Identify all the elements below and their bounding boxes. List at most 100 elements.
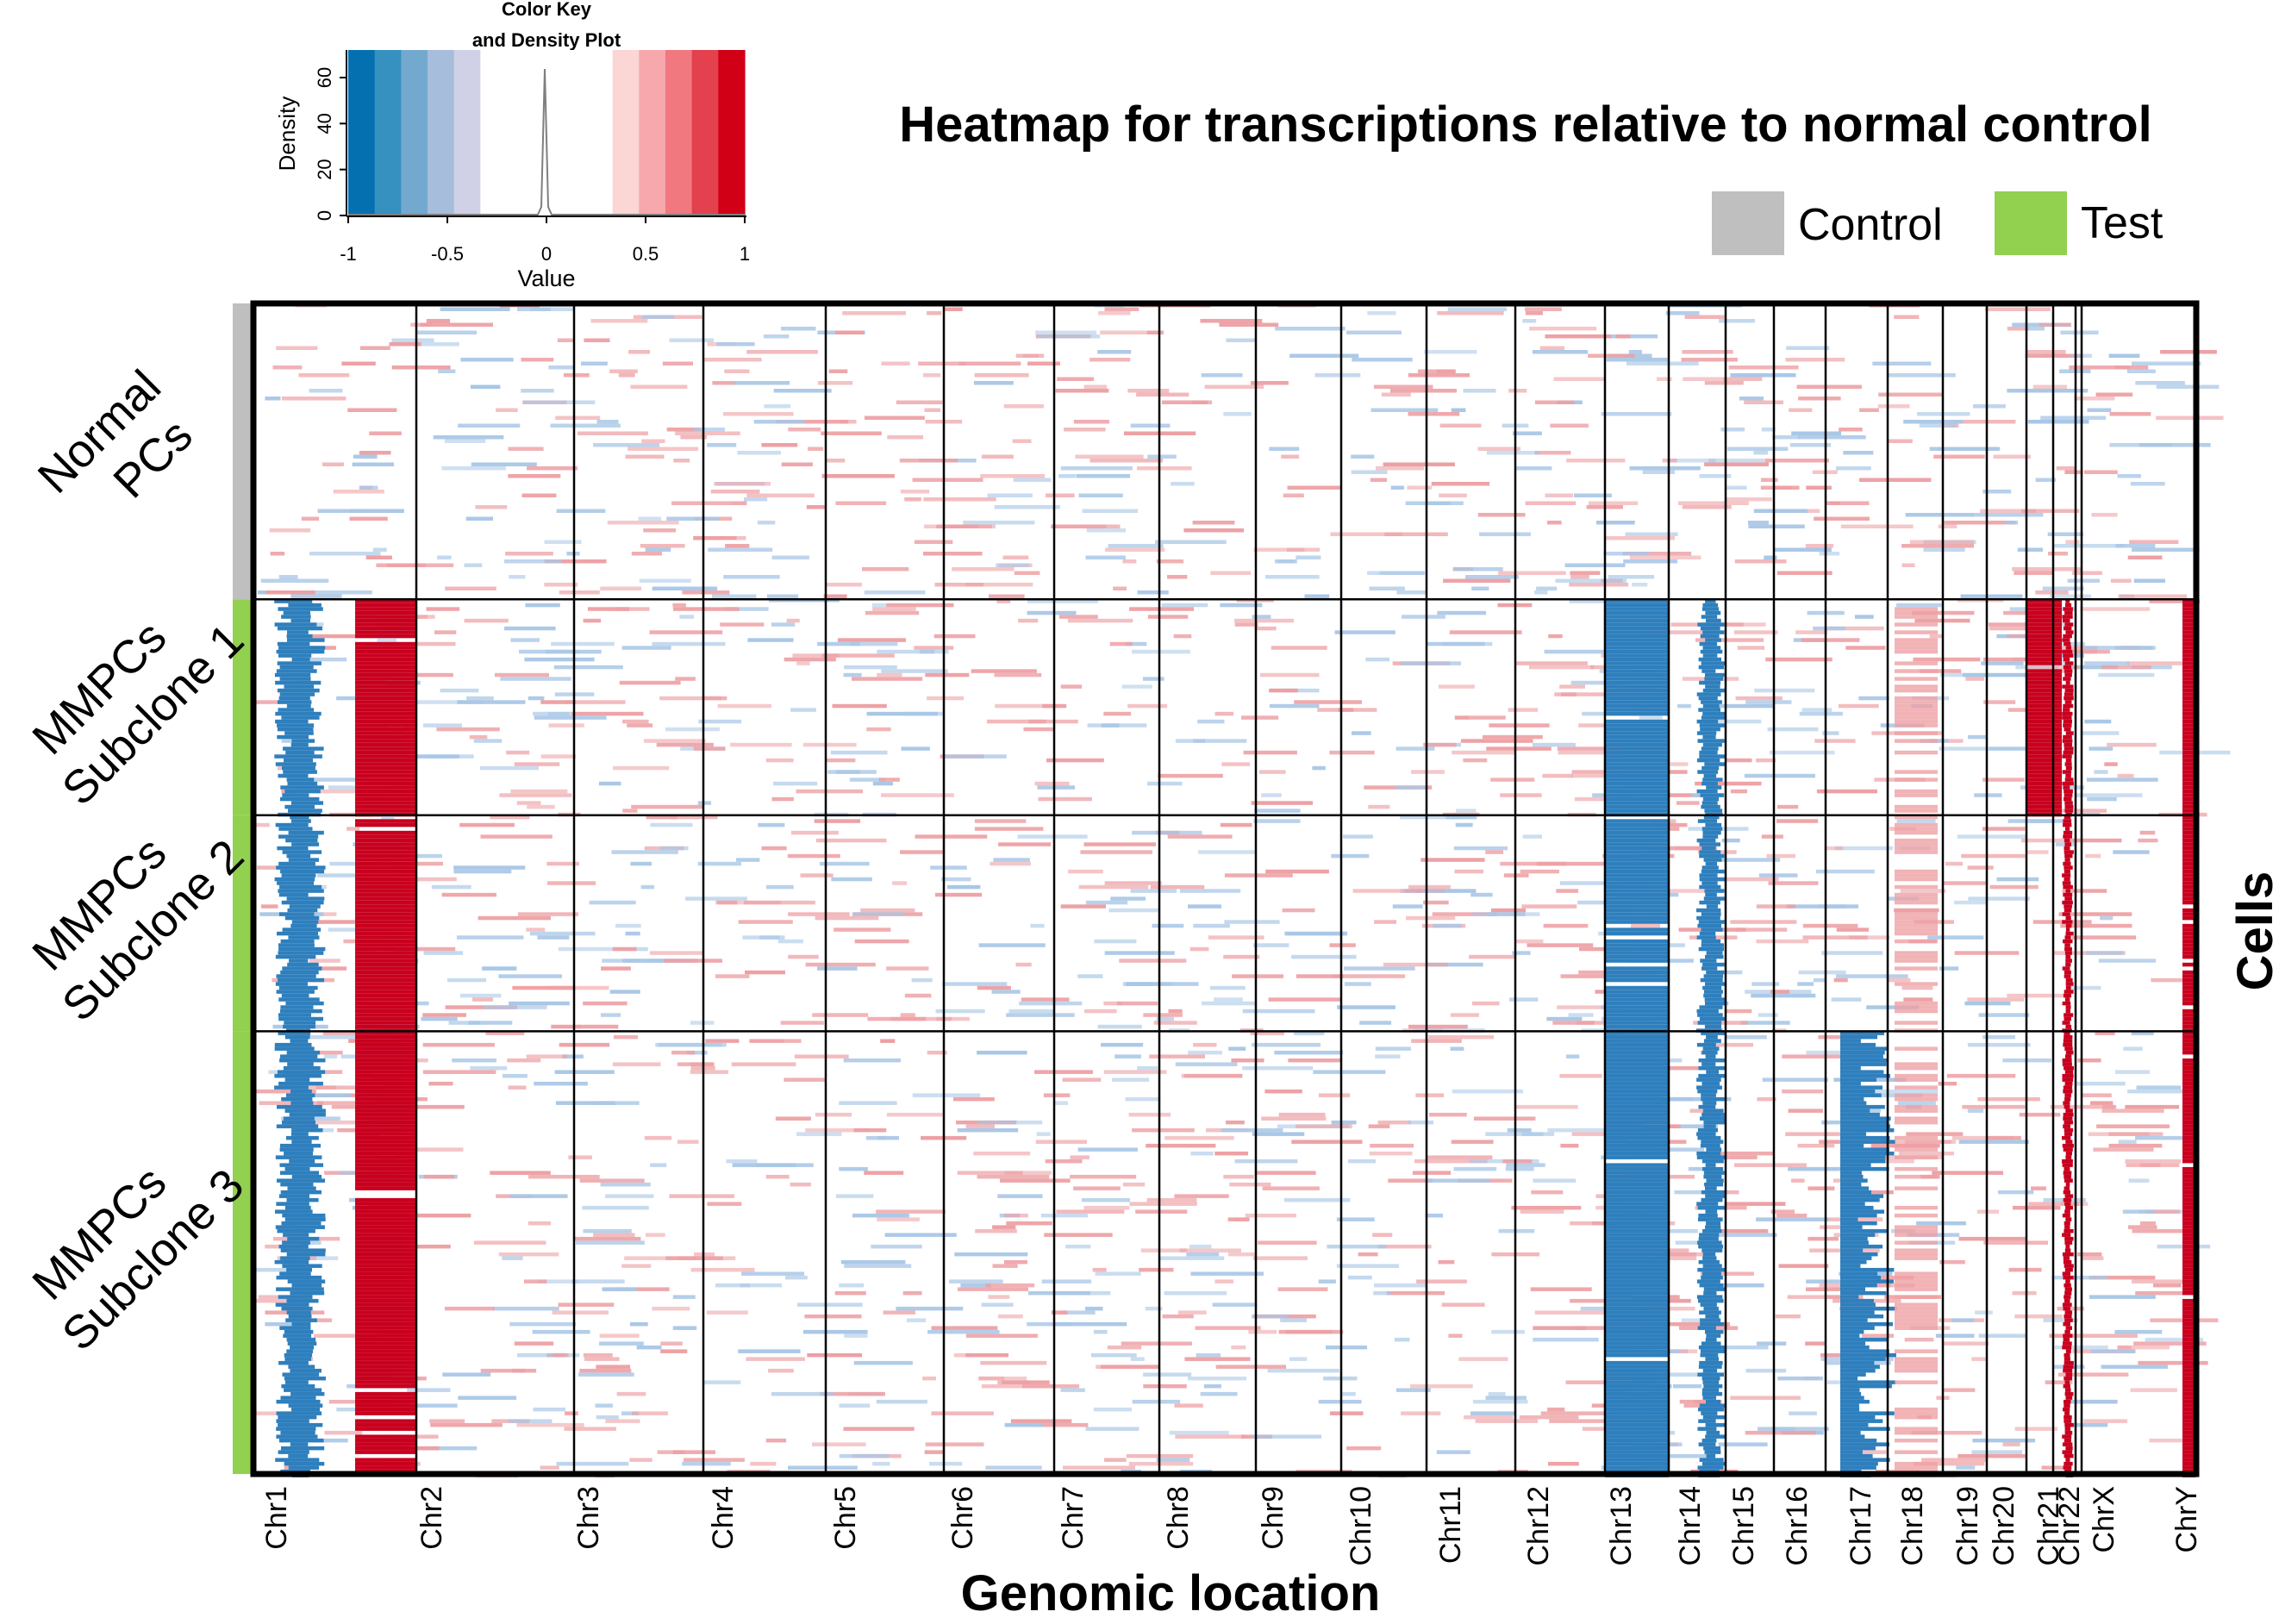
heatmap-cell	[839, 1101, 897, 1105]
heatmap-cell	[355, 1171, 416, 1175]
heatmap-cell	[2065, 680, 2070, 685]
heatmap-cell	[1770, 1209, 1795, 1214]
heatmap-cell	[652, 641, 726, 646]
heatmap-cell	[278, 1031, 311, 1035]
heatmap-cell	[1083, 1205, 1130, 1210]
heatmap-cell	[1605, 1264, 1669, 1268]
heatmap-cell	[278, 1422, 323, 1427]
heatmap-cell	[1605, 1321, 1669, 1327]
heatmap-cell	[1067, 618, 1133, 623]
heatmap-cell	[1933, 454, 1985, 459]
heatmap-cell	[464, 563, 483, 567]
heatmap-cell	[2056, 466, 2076, 471]
heatmap-cell	[2026, 618, 2062, 623]
heatmap-cell	[355, 801, 416, 805]
heatmap-cell	[278, 575, 298, 579]
heatmap-cell	[1115, 1054, 1141, 1059]
heatmap-cell	[2090, 1349, 2135, 1353]
heatmap-cell	[1701, 1112, 1725, 1117]
heatmap-cell	[278, 1295, 313, 1299]
heatmap-cell	[2182, 603, 2196, 608]
heatmap-cell	[534, 715, 607, 720]
heatmap-cell	[1895, 939, 1938, 944]
heatmap-cell	[659, 696, 721, 701]
heatmap-cell	[1658, 1147, 1704, 1152]
heatmap-cell	[355, 1050, 416, 1055]
heatmap-cell	[284, 804, 315, 809]
heatmap-cell	[2096, 1124, 2170, 1128]
heatmap-cell	[1242, 1009, 1315, 1014]
heatmap-cell	[409, 1213, 471, 1218]
heatmap-cell	[2182, 719, 2196, 724]
heatmap-cell	[1840, 1124, 1890, 1128]
heatmap-cell	[1674, 1190, 1717, 1195]
heatmap-cell	[355, 1306, 416, 1311]
heatmap-cell	[1483, 734, 1543, 740]
heatmap-cell	[2182, 1407, 2196, 1412]
heatmap-cell	[1840, 1194, 1884, 1198]
heatmap-cell	[2063, 1259, 2072, 1265]
heatmap-cell	[2064, 865, 2073, 870]
heatmap-cell	[2062, 889, 2107, 893]
heatmap-cell	[1605, 1197, 1669, 1202]
heatmap-cell	[2065, 773, 2071, 778]
heatmap-cell	[1798, 970, 1846, 975]
heatmap-cell	[1545, 493, 1574, 497]
heatmap-cell	[2064, 700, 2072, 704]
heatmap-cell	[2026, 657, 2062, 662]
heatmap-cell	[2182, 982, 2196, 986]
heatmap-cell	[355, 1116, 416, 1121]
heatmap-cell	[1075, 454, 1144, 459]
heatmap-cell	[1605, 1034, 1669, 1040]
heatmap-cell	[2098, 672, 2155, 678]
heatmap-cell	[508, 474, 561, 478]
heatmap-cell	[1156, 559, 1183, 564]
heatmap-cell	[1605, 1132, 1669, 1136]
heatmap-cell	[278, 1013, 311, 1017]
heatmap-cell	[509, 1001, 570, 1006]
heatmap-cell	[589, 900, 636, 905]
heatmap-cell	[547, 711, 569, 716]
heatmap-cell	[1512, 431, 1542, 435]
heatmap-cell	[1337, 1005, 1395, 1009]
heatmap-cell	[2062, 638, 2070, 642]
heatmap-cell	[1895, 900, 1938, 905]
heatmap-cell	[1895, 827, 1938, 831]
heatmap-cell	[1568, 1013, 1594, 1017]
heatmap-cell	[1414, 1159, 1488, 1164]
heatmap-cell	[1605, 1155, 1669, 1159]
heatmap-cell	[2182, 1001, 2196, 1006]
heatmap-cell	[261, 904, 278, 909]
heatmap-cell	[1431, 482, 1489, 486]
heatmap-cell	[1895, 830, 1938, 835]
heatmap-cell	[551, 1024, 581, 1029]
heatmap-cell	[1605, 892, 1669, 897]
heatmap-cell	[1895, 789, 1938, 794]
heatmap-cell	[1376, 466, 1425, 471]
heatmap-cell	[1700, 634, 1720, 639]
heatmap-cell	[1539, 346, 1565, 350]
heatmap-cell	[1740, 1021, 1790, 1025]
heatmap-cell	[355, 923, 416, 928]
heatmap-cell	[1840, 1419, 1883, 1423]
heatmap-cell	[1386, 1290, 1445, 1296]
heatmap-cell	[1605, 966, 1669, 971]
heatmap-cell	[2182, 1132, 2196, 1136]
heatmap-cell	[923, 524, 996, 528]
heatmap-cell	[849, 778, 885, 782]
heatmap-cell	[2182, 1062, 2196, 1066]
heatmap-cell	[1795, 630, 1827, 634]
heatmap-cell	[2182, 1085, 2196, 1090]
heatmap-cell	[1143, 1384, 1187, 1389]
heatmap-cell	[2064, 809, 2073, 813]
x-tick-label: Chr10	[1345, 1486, 1377, 1566]
heatmap-cell	[426, 607, 460, 611]
heatmap-cell	[282, 850, 322, 854]
heatmap-cell	[1605, 638, 1669, 642]
heatmap-cell	[355, 951, 416, 955]
heatmap-cell	[1828, 626, 1884, 631]
heatmap-cell	[282, 1264, 322, 1268]
heatmap-cell	[2182, 951, 2196, 955]
heatmap-cell	[1968, 896, 2030, 901]
heatmap-cell	[1269, 703, 1320, 709]
